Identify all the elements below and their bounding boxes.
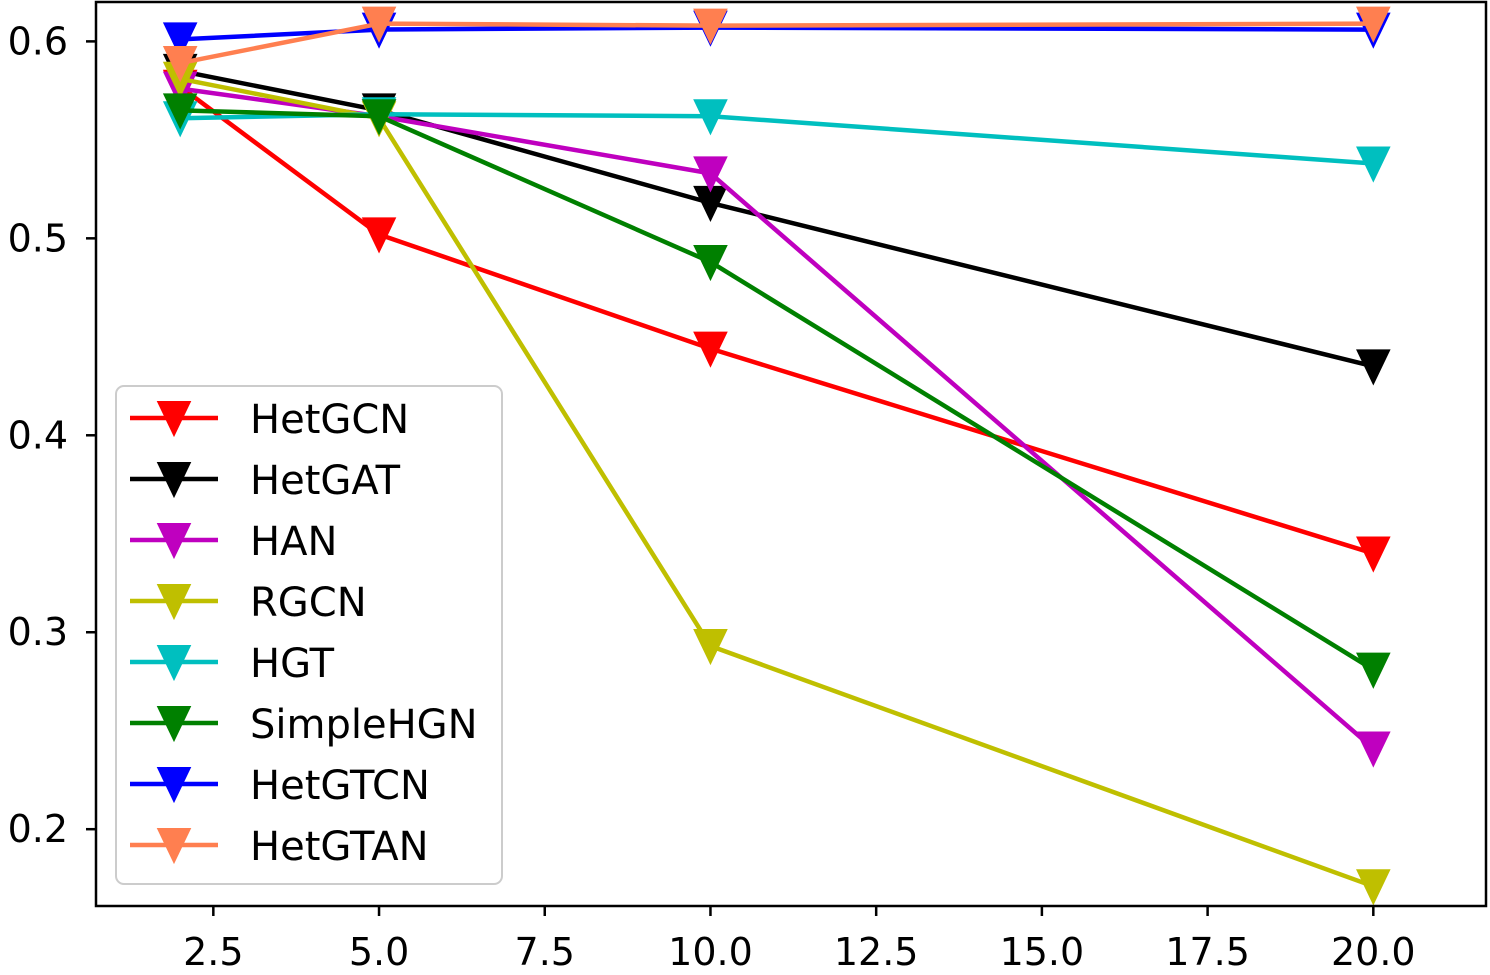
- data-point-simplehgn-0: [162, 93, 198, 130]
- axis-ticks: 2.5 5.0 7.5 10.0 12.5 15.0 17.5 20.0 0.2 0.3 0.4 0.…: [8, 19, 1416, 974]
- y-tick-label: 0.4: [8, 413, 68, 457]
- legend-marker: [156, 767, 192, 804]
- legend-entry-simplehgn: SimpleHGN: [130, 702, 478, 748]
- series-line-hgt: [180, 112, 1374, 166]
- series-line-hetgat: [179, 68, 1374, 369]
- legend-marker: [156, 523, 192, 560]
- legend-marker: [156, 645, 192, 682]
- legend-label: SimpleHGN: [250, 702, 478, 748]
- y-tick-label: 0.5: [8, 216, 68, 260]
- y-tick-label: 0.2: [8, 807, 68, 851]
- series-line-hetgtcn: [180, 25, 1374, 42]
- data-point-rgcn-2: [693, 629, 728, 666]
- data-point-rgcn-3: [1356, 869, 1391, 906]
- series-hetgtcn: [162, 10, 1391, 59]
- data-point-hetgtan-0: [162, 46, 198, 83]
- x-tick-label: 17.5: [1165, 930, 1250, 974]
- data-point-hetgtan-1: [361, 6, 397, 43]
- legend-entry-hetgat: HetGAT: [130, 458, 401, 504]
- legend-label: RGCN: [250, 580, 367, 626]
- legend-marker: [156, 828, 192, 865]
- series-hetgtan: [162, 6, 1391, 83]
- data-point-hetgcn-2: [693, 331, 728, 368]
- series-line-hetgcn: [178, 84, 1374, 556]
- x-tick-label: 5.0: [349, 930, 409, 974]
- x-tick-label: 2.5: [183, 930, 243, 974]
- legend-label: HAN: [250, 519, 337, 565]
- data-point-simplehgn-2: [693, 244, 728, 282]
- x-tick-label: 12.5: [834, 930, 919, 974]
- data-point-hgt-2: [693, 99, 728, 136]
- x-tick-label: 10.0: [668, 930, 753, 974]
- data-point-hetgcn-1: [361, 217, 397, 254]
- legend-label: HetGAT: [250, 458, 401, 504]
- series-line-hetgtan: [179, 21, 1374, 66]
- legend-label: HetGCN: [250, 397, 409, 443]
- x-tick-label: 20.0: [1331, 930, 1416, 974]
- legend-entry-hetgtan: HetGTAN: [130, 824, 429, 870]
- series-line-han: [179, 86, 1375, 751]
- data-point-hetgtcn-0: [162, 22, 198, 59]
- y-tick-label: 0.6: [8, 19, 68, 63]
- legend-entry-rgcn: RGCN: [130, 580, 367, 626]
- data-point-han-3: [1356, 731, 1391, 768]
- series-simplehgn: [162, 93, 1391, 689]
- series-hetgat: [162, 53, 1391, 386]
- legend-entry-hetgcn: HetGCN: [130, 397, 409, 443]
- legend-marker: [156, 401, 192, 438]
- data-point-hgt-3: [1356, 146, 1391, 183]
- x-tick-label: 7.5: [515, 930, 575, 974]
- legend: HetGCN HetGAT HAN RGCN HGT SimpleHGN HetGTCN He…: [115, 385, 503, 885]
- data-point-han-2: [693, 156, 728, 193]
- legend-entry-hetgtcn: HetGTCN: [130, 763, 430, 809]
- legend-marker: [156, 584, 192, 621]
- legend-label: HetGTAN: [250, 824, 429, 870]
- x-tick-label: 15.0: [1000, 930, 1085, 974]
- series-layer: [162, 6, 1391, 906]
- legend-entry-han: HAN: [130, 519, 337, 565]
- legend-box: [115, 385, 503, 885]
- legend-marker: [156, 462, 192, 499]
- legend-label: HetGTCN: [250, 763, 430, 809]
- plot-frame: [94, 0, 1488, 908]
- data-point-hetgcn-3: [1356, 536, 1391, 573]
- data-point-hetgtan-3: [1356, 6, 1391, 43]
- data-point-simplehgn-3: [1356, 652, 1391, 689]
- data-point-hetgtan-2: [693, 8, 728, 45]
- legend-marker: [156, 706, 192, 743]
- data-point-hetgat-3: [1356, 349, 1391, 386]
- legend-entry-hgt: HGT: [130, 641, 335, 687]
- series-line-rgcn: [179, 76, 1375, 889]
- y-tick-label: 0.3: [8, 610, 68, 654]
- series-line-simplehgn: [180, 108, 1375, 672]
- data-point-simplehgn-1: [361, 99, 397, 136]
- legend-label: HGT: [250, 641, 335, 687]
